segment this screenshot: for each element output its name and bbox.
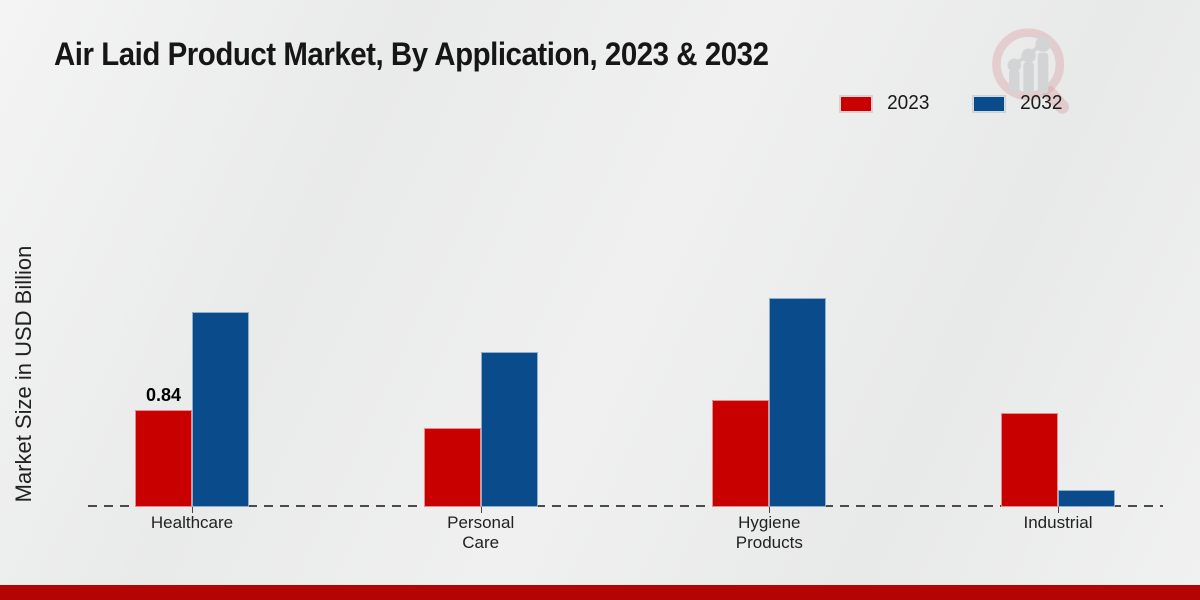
bar-2032-industrial bbox=[1058, 490, 1115, 507]
bar-2023-hygiene-products bbox=[712, 400, 770, 507]
legend: 2023 2032 bbox=[840, 92, 1063, 115]
chart-title: Air Laid Product Market, By Application,… bbox=[54, 36, 769, 72]
category-label-personal-care: Personal Care bbox=[447, 513, 515, 553]
legend-swatch-2032 bbox=[972, 95, 1005, 112]
bar-2032-personal-care bbox=[480, 352, 538, 507]
x-axis-tick bbox=[192, 507, 193, 513]
bar-2032-healthcare bbox=[192, 312, 249, 507]
legend-label-2032: 2032 bbox=[1019, 92, 1062, 114]
legend-item-2023: 2023 bbox=[840, 92, 931, 115]
bar-2032-hygiene-products bbox=[769, 298, 827, 507]
footer-accent-bar bbox=[0, 585, 1200, 600]
legend-item-2032: 2032 bbox=[972, 92, 1064, 115]
category-label-healthcare: Healthcare bbox=[150, 513, 234, 532]
x-axis-tick bbox=[480, 507, 482, 513]
magnifier-bar-chart-logo-icon bbox=[992, 28, 1070, 114]
category-label-industrial: Industrial bbox=[1023, 513, 1093, 532]
bar-2023-personal-care bbox=[423, 428, 481, 507]
legend-label-2023: 2023 bbox=[887, 92, 930, 114]
legend-swatch-2023 bbox=[840, 95, 872, 112]
category-label-hygiene-products: Hygiene Products bbox=[735, 513, 803, 553]
x-axis-tick bbox=[1058, 507, 1059, 513]
bar-value-label: 0.84 bbox=[145, 385, 182, 405]
bar-2023-industrial bbox=[1001, 413, 1058, 507]
x-axis-tick bbox=[769, 507, 771, 513]
bar-2023-healthcare bbox=[135, 410, 192, 507]
x-axis-baseline bbox=[88, 505, 1163, 507]
